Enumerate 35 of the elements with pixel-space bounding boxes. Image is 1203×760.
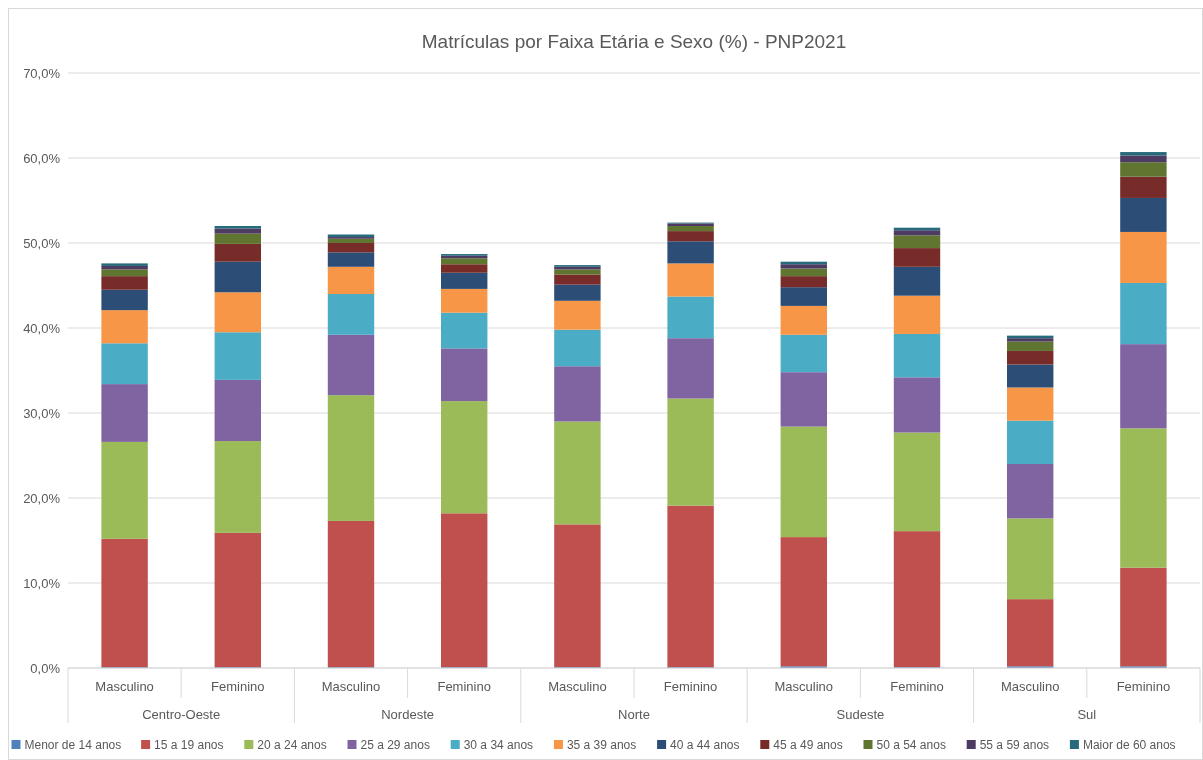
legend-label: Menor de 14 anos bbox=[24, 738, 122, 753]
x-tick-label: Masculino bbox=[1000, 679, 1060, 694]
legend-label: 20 a 24 anos bbox=[257, 738, 327, 753]
x-tick-label: Feminino bbox=[437, 679, 491, 694]
text: Sul bbox=[1077, 707, 1097, 722]
text: Nordeste bbox=[381, 707, 434, 722]
y-tick-label: 70,0% bbox=[23, 65, 61, 81]
legend-label: 40 a 44 anos bbox=[670, 738, 740, 753]
x-tick-label: Feminino bbox=[1116, 679, 1171, 694]
legend-label: 30 a 34 anos bbox=[463, 738, 534, 753]
legend-label: 35 a 39 anos bbox=[566, 738, 637, 753]
x-tick-label: Feminino bbox=[890, 679, 944, 694]
x-tick-label: Feminino bbox=[211, 679, 265, 694]
legend-label: 45 a 49 anos bbox=[773, 738, 843, 753]
y-tick-label: 0,0% bbox=[30, 660, 61, 676]
legend-label: 50 a 54 anos bbox=[876, 738, 946, 753]
text: Norte bbox=[618, 707, 650, 722]
y-tick-label: 40,0% bbox=[23, 320, 61, 336]
text: Sudeste bbox=[836, 707, 885, 722]
y-tick-label: 60,0% bbox=[23, 150, 61, 166]
y-tick-label: 20,0% bbox=[23, 490, 61, 506]
x-tick-label: Masculino bbox=[774, 679, 834, 694]
legend-label: Maior de 60 anos bbox=[1082, 738, 1176, 753]
x-tick-label: Feminino bbox=[663, 679, 718, 694]
x-tick-label: Masculino bbox=[548, 679, 607, 694]
y-tick-label: 10,0% bbox=[23, 575, 61, 591]
y-tick-label: 50,0% bbox=[23, 235, 61, 251]
legend-label: 15 a 19 anos bbox=[154, 738, 224, 753]
text: Centro-Oeste bbox=[142, 707, 221, 722]
legend-label: 25 a 29 anos bbox=[360, 738, 430, 753]
chart-title: Matrículas por Faixa Etária e Sexo (%) - PNP2021 bbox=[421, 31, 847, 52]
legend-label: 55 a 59 anos bbox=[979, 738, 1050, 753]
y-tick-label: 30,0% bbox=[23, 405, 61, 421]
x-tick-label: Masculino bbox=[321, 679, 381, 694]
x-tick-label: Masculino bbox=[95, 679, 154, 694]
